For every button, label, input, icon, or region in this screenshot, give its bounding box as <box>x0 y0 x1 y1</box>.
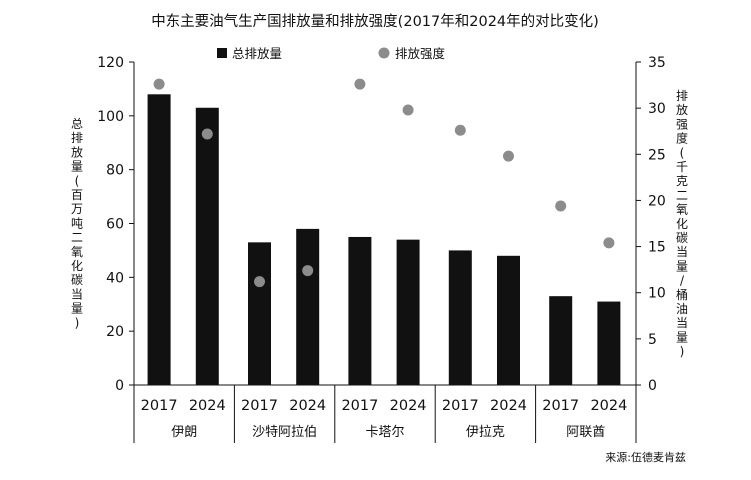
year-label: 2024 <box>189 398 226 414</box>
axes: 0 20 40 60 80 100 120 0 5 10 15 20 25 30 35 <box>97 55 666 443</box>
bar <box>496 255 520 385</box>
bar <box>195 107 219 385</box>
year-label: 2024 <box>490 398 527 414</box>
legend-bar-label: 总排放量 <box>232 46 282 61</box>
intensity-dot <box>302 265 314 277</box>
bar <box>348 236 372 385</box>
country-label: 卡塔尔 <box>365 425 404 440</box>
country-label: 阿联酋 <box>566 424 605 440</box>
bar <box>296 228 320 385</box>
chart-source: 来源:伍德麦肯兹 <box>605 450 686 464</box>
bar <box>597 301 621 385</box>
year-label: 2017 <box>241 398 278 414</box>
left-tick-label: 40 <box>106 270 124 286</box>
dot-series <box>153 78 615 288</box>
bar <box>549 296 573 385</box>
x-axis-labels: 2017 2024 伊朗 2017 2024 沙特阿拉伯 2017 2024 卡塔尔 2017 20… <box>141 398 628 440</box>
right-tick-label: 15 <box>648 240 666 256</box>
intensity-dot <box>502 150 514 162</box>
right-tick-label: 5 <box>648 332 657 348</box>
intensity-dot <box>402 104 414 116</box>
right-tick-label: 10 <box>648 286 666 302</box>
left-tick-label: 100 <box>97 109 124 125</box>
left-tick-label: 0 <box>115 378 124 394</box>
bar <box>147 94 171 386</box>
year-label: 2017 <box>542 398 579 414</box>
left-tick-label: 80 <box>106 163 124 179</box>
year-label: 2017 <box>442 398 479 414</box>
legend-bar-swatch <box>217 48 227 58</box>
left-tick-label: 20 <box>106 324 124 340</box>
left-tick-label: 120 <box>97 55 124 71</box>
year-label: 2017 <box>341 398 378 414</box>
bar <box>396 239 420 385</box>
right-tick-label: 35 <box>648 55 666 71</box>
right-tick-label: 25 <box>648 147 666 163</box>
left-tick-label: 60 <box>106 217 124 233</box>
bar <box>248 242 271 385</box>
country-label: 伊朗 <box>171 425 197 440</box>
right-axis-label: 排放强度(千克二氧化碳当量/桶油当量) <box>676 89 688 359</box>
intensity-dot <box>153 78 165 90</box>
intensity-dot <box>555 200 567 212</box>
country-label: 沙特阿拉伯 <box>252 425 317 440</box>
right-tick-label: 0 <box>648 378 657 394</box>
intensity-dot <box>254 276 265 288</box>
chart-title: 中东主要油气生产国排放量和排放强度(2017年和2024年的对比变化) <box>151 13 599 30</box>
year-label: 2024 <box>289 398 326 414</box>
bar-series <box>147 94 621 386</box>
year-label: 2024 <box>390 398 427 414</box>
bar <box>448 250 472 385</box>
right-tick-label: 30 <box>648 101 666 117</box>
intensity-dot <box>603 237 615 249</box>
intensity-dot <box>454 124 466 136</box>
axis-title-text: 排放强度(千克二氧化碳当量/桶油当量) <box>676 89 688 359</box>
axis-title-text: 总排放量(百万吨二氧化碳当量) <box>71 117 83 330</box>
year-label: 2017 <box>141 398 178 414</box>
country-label: 伊拉克 <box>466 425 505 440</box>
legend-dot-label: 排放强度 <box>395 46 446 61</box>
left-axis-label: 总排放量(百万吨二氧化碳当量) <box>71 117 83 330</box>
legend-dot-swatch <box>378 47 390 59</box>
intensity-dot <box>354 78 366 90</box>
year-label: 2024 <box>590 398 627 414</box>
intensity-dot <box>201 128 213 140</box>
right-tick-label: 20 <box>648 193 666 209</box>
